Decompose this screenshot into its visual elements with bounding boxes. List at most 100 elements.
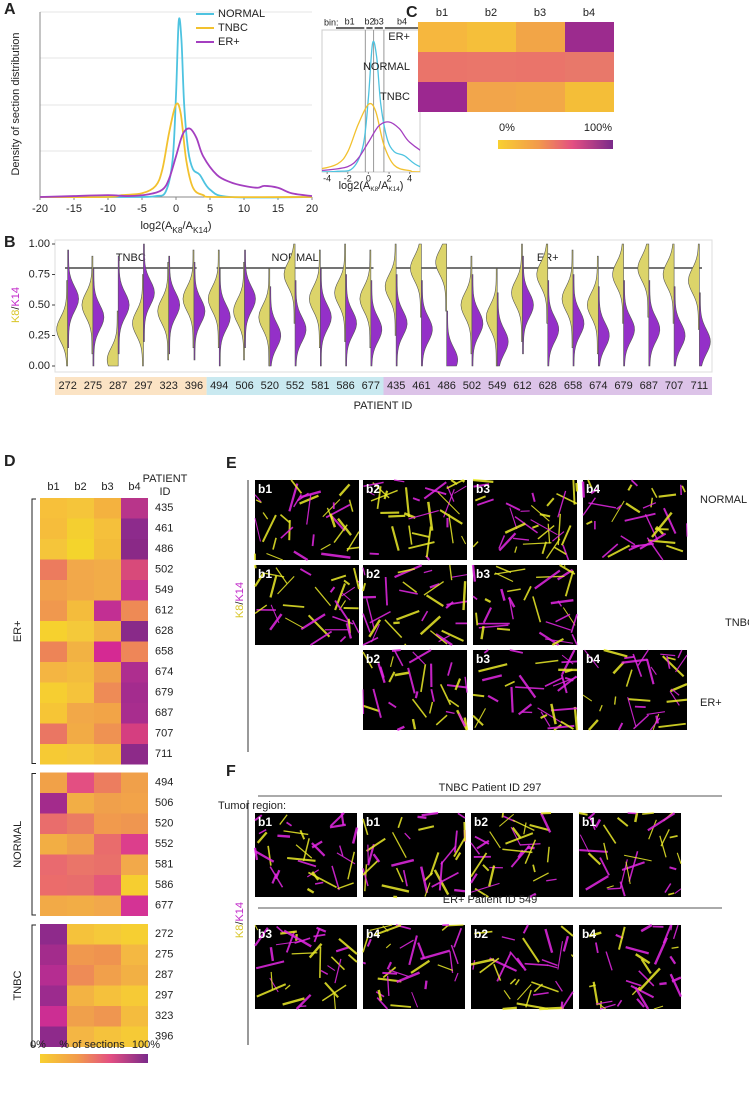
heat-cell bbox=[94, 1006, 121, 1027]
stain bbox=[476, 839, 490, 850]
stain bbox=[421, 610, 429, 622]
stain bbox=[634, 705, 646, 709]
axis-label: K8/K14 bbox=[234, 582, 246, 618]
heat-cell bbox=[418, 82, 467, 112]
half-violin bbox=[597, 286, 610, 367]
stain bbox=[428, 701, 434, 714]
stain bbox=[306, 494, 312, 525]
id-band bbox=[206, 377, 384, 395]
stain bbox=[532, 596, 542, 623]
texture bbox=[578, 812, 682, 897]
label-part: log2(A bbox=[140, 220, 172, 232]
half-violin bbox=[345, 274, 357, 367]
texture bbox=[362, 564, 468, 647]
heat-cell bbox=[467, 52, 516, 82]
stain bbox=[337, 517, 352, 536]
patient-id: 396 bbox=[185, 380, 203, 392]
heat-cell bbox=[516, 82, 565, 112]
heat-cell bbox=[121, 641, 148, 662]
stain bbox=[507, 588, 521, 593]
heat-cell bbox=[40, 559, 67, 580]
stain bbox=[523, 585, 532, 601]
stain bbox=[625, 946, 650, 955]
bin-tag: b4 bbox=[586, 482, 600, 496]
stain bbox=[402, 581, 418, 593]
stain bbox=[258, 829, 267, 835]
half-violin bbox=[648, 280, 661, 367]
stain bbox=[302, 838, 310, 862]
heat-cell bbox=[121, 1006, 148, 1027]
stain bbox=[618, 926, 626, 950]
stain bbox=[509, 978, 517, 985]
row-title: ER+ Patient ID 549 bbox=[443, 894, 537, 906]
stain bbox=[362, 961, 367, 965]
stain bbox=[627, 696, 637, 727]
stain bbox=[396, 971, 421, 984]
stain bbox=[291, 952, 318, 955]
bin-name: b4 bbox=[397, 16, 407, 26]
stain bbox=[470, 842, 481, 855]
heat-cell bbox=[40, 682, 67, 703]
stain bbox=[550, 598, 574, 605]
stain bbox=[546, 846, 550, 863]
stain bbox=[637, 649, 649, 666]
half-violin bbox=[207, 249, 220, 348]
label-part: ) bbox=[400, 180, 404, 192]
stain bbox=[630, 984, 655, 999]
stain bbox=[594, 818, 602, 828]
stain bbox=[666, 698, 688, 703]
stain bbox=[519, 843, 541, 846]
stain bbox=[625, 979, 642, 987]
stain bbox=[343, 579, 351, 586]
bin-tag: b2 bbox=[366, 652, 380, 666]
stain bbox=[437, 491, 460, 515]
stain bbox=[676, 852, 682, 864]
stain bbox=[564, 676, 574, 682]
patient-id: 506 bbox=[155, 797, 173, 809]
stain bbox=[370, 489, 398, 502]
stain bbox=[320, 969, 329, 975]
stain bbox=[587, 479, 593, 490]
x-tick-label: 5 bbox=[207, 203, 213, 215]
bin-tag: b2 bbox=[474, 927, 488, 941]
stain bbox=[420, 664, 427, 693]
color-scale bbox=[498, 140, 613, 149]
heat-cell bbox=[121, 580, 148, 601]
row-label: NORMAL bbox=[363, 61, 410, 73]
x-tick-label: 10 bbox=[238, 203, 250, 215]
stain bbox=[518, 674, 537, 699]
stain bbox=[481, 674, 503, 682]
stain bbox=[437, 964, 454, 972]
stain bbox=[372, 688, 382, 719]
texture bbox=[471, 564, 578, 646]
scale-label: 0% bbox=[30, 1039, 46, 1051]
x-tick-label: 0 bbox=[366, 173, 371, 183]
half-violin bbox=[294, 280, 307, 367]
half-violin bbox=[511, 243, 523, 342]
heat-cell bbox=[94, 813, 121, 834]
heat-cell bbox=[67, 518, 94, 539]
patient-id: 581 bbox=[311, 380, 329, 392]
stain bbox=[277, 834, 291, 838]
x-tick-label: -15 bbox=[66, 203, 82, 215]
heat-cell bbox=[40, 944, 67, 965]
stain bbox=[407, 667, 416, 694]
stain bbox=[667, 656, 676, 661]
stain bbox=[333, 524, 348, 543]
heat-cell bbox=[565, 22, 614, 52]
group-bracket bbox=[31, 773, 36, 916]
density-curve bbox=[39, 17, 313, 199]
density-curve bbox=[322, 102, 420, 172]
stain bbox=[510, 845, 531, 868]
stain bbox=[613, 696, 617, 705]
patient-id: 502 bbox=[155, 564, 173, 576]
stain bbox=[587, 852, 602, 866]
heat-cell bbox=[67, 559, 94, 580]
stain bbox=[254, 494, 262, 503]
patient-id: 707 bbox=[155, 728, 173, 740]
stain bbox=[293, 550, 309, 562]
heat-cell bbox=[40, 662, 67, 683]
heat-cell bbox=[94, 895, 121, 916]
stain bbox=[425, 594, 444, 607]
stain bbox=[453, 837, 466, 858]
